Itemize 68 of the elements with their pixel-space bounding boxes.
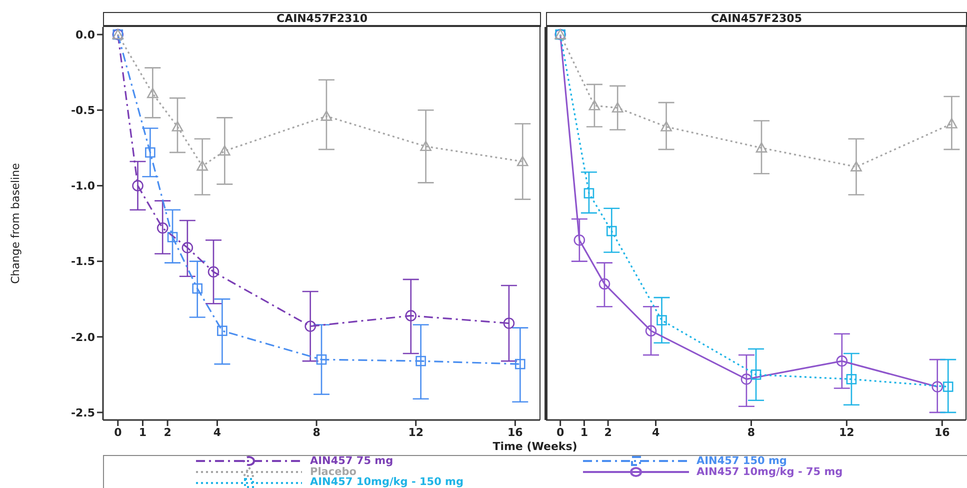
point xyxy=(219,145,230,156)
point xyxy=(196,160,208,171)
point xyxy=(846,374,857,384)
point xyxy=(598,278,610,290)
y-tick-label: -1.0 xyxy=(70,180,96,193)
point xyxy=(503,318,515,329)
x-tick-label: 1 xyxy=(580,426,588,439)
y-axis-title: Change from baseline xyxy=(8,162,22,284)
point xyxy=(612,102,624,113)
x-tick-label: 16 xyxy=(508,426,524,439)
point xyxy=(405,310,417,322)
point xyxy=(740,374,752,385)
point xyxy=(606,226,617,236)
point xyxy=(850,161,862,172)
point xyxy=(516,156,528,166)
x-tick-label: 12 xyxy=(408,426,424,439)
point xyxy=(304,320,316,332)
chart-title: CAIN457F2310 xyxy=(103,12,541,27)
y-tick-label: -2.0 xyxy=(70,330,96,344)
x-tick-label: 2 xyxy=(604,426,612,439)
point xyxy=(320,110,332,121)
point xyxy=(932,381,944,392)
point xyxy=(192,283,202,294)
x-tick-label: 0 xyxy=(114,426,122,439)
point xyxy=(645,325,657,336)
point xyxy=(217,326,228,336)
y-tick-label: -2.5 xyxy=(70,406,95,420)
point xyxy=(588,100,600,110)
chart-title: CAIN457F2305 xyxy=(546,12,967,27)
point xyxy=(656,315,667,326)
point xyxy=(182,242,194,254)
text: AIN457 10mg/kg - 150 mg xyxy=(310,476,464,488)
x-tick-label: 8 xyxy=(747,426,756,439)
point xyxy=(660,121,672,132)
point xyxy=(316,354,327,365)
x-tick-label: 4 xyxy=(213,426,222,439)
y-tick-label: 0.0 xyxy=(76,28,96,42)
point xyxy=(416,356,426,366)
point xyxy=(574,234,586,246)
x-tick-label: 16 xyxy=(934,426,950,439)
point xyxy=(836,355,848,367)
text: AIN457 150 mg xyxy=(696,455,787,467)
point xyxy=(584,188,594,198)
x-tick-label: 2 xyxy=(164,426,172,439)
point xyxy=(132,180,144,192)
point xyxy=(167,232,178,242)
point xyxy=(946,118,958,128)
point xyxy=(145,147,156,158)
x-tick-label: 4 xyxy=(652,426,660,439)
point xyxy=(420,140,432,152)
x-tick-label: 8 xyxy=(312,426,320,439)
y-tick-label: -1.5 xyxy=(70,255,95,268)
point xyxy=(208,266,220,278)
point xyxy=(514,358,526,370)
x-axis-title: Time (Weeks) xyxy=(492,440,578,453)
y-tick-label: -0.5 xyxy=(70,104,95,118)
point xyxy=(942,382,954,392)
point xyxy=(750,370,762,380)
point xyxy=(156,222,168,234)
x-tick-label: 12 xyxy=(839,426,854,439)
text: AIN457 10mg/kg - 75 mg xyxy=(696,466,843,478)
x-tick-label: 1 xyxy=(138,426,147,439)
text: AIN457 75 mg xyxy=(310,455,394,467)
point xyxy=(756,142,768,153)
point xyxy=(147,88,158,98)
point xyxy=(172,121,184,132)
text: Placebo xyxy=(310,466,356,478)
x-tick-label: 0 xyxy=(556,426,564,439)
